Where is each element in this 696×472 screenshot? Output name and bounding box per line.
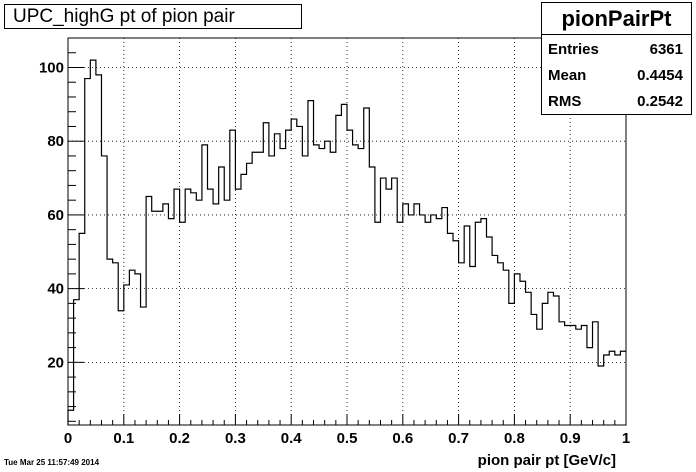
y-tick-labels: 20 40 60 80 100 <box>39 59 64 371</box>
x-tick-label: 0.2 <box>169 430 190 447</box>
stats-row-rms: RMS 0.2542 <box>548 89 683 115</box>
y-tick-label: 40 <box>47 281 64 298</box>
stats-row-entries: Entries 6361 <box>548 37 683 63</box>
stats-box: pionPairPt Entries 6361 Mean 0.4454 RMS … <box>541 2 692 115</box>
entries-label: Entries <box>548 41 599 58</box>
chart-title-box: UPC_highG pt of pion pair <box>4 4 302 29</box>
rms-value: 0.2542 <box>637 93 683 110</box>
x-tick-label: 1 <box>622 430 630 447</box>
x-tick-label: 0.9 <box>560 430 581 447</box>
x-tick-label: 0.1 <box>113 430 134 447</box>
x-tick-label: 0.5 <box>337 430 358 447</box>
stats-row-mean: Mean 0.4454 <box>548 63 683 89</box>
entries-value: 6361 <box>649 41 683 58</box>
x-tick-labels: 0 0.1 0.2 0.3 0.4 0.5 0.6 0.7 0.8 0.9 1 <box>64 430 630 447</box>
x-tick-label: 0.8 <box>504 430 525 447</box>
x-tick-label: 0 <box>64 430 72 447</box>
axis-ticks <box>67 52 627 425</box>
x-tick-label: 0.4 <box>281 430 303 447</box>
y-tick-label: 20 <box>47 354 64 371</box>
x-tick-label: 0.6 <box>392 430 413 447</box>
stats-name: pionPairPt <box>542 3 691 35</box>
y-tick-label: 80 <box>47 133 64 150</box>
mean-value: 0.4454 <box>637 67 683 84</box>
chart-title: UPC_highG pt of pion pair <box>13 6 235 27</box>
timestamp: Tue Mar 25 11:57:49 2014 <box>4 458 100 467</box>
y-tick-label: 100 <box>39 59 64 76</box>
x-axis-label: pion pair pt [GeV/c] <box>477 452 616 469</box>
x-tick-label: 0.7 <box>448 430 469 447</box>
mean-label: Mean <box>548 67 587 84</box>
x-tick-label: 0.3 <box>225 430 246 447</box>
histogram-line <box>67 59 626 425</box>
y-tick-label: 60 <box>47 207 64 224</box>
rms-label: RMS <box>548 93 582 110</box>
